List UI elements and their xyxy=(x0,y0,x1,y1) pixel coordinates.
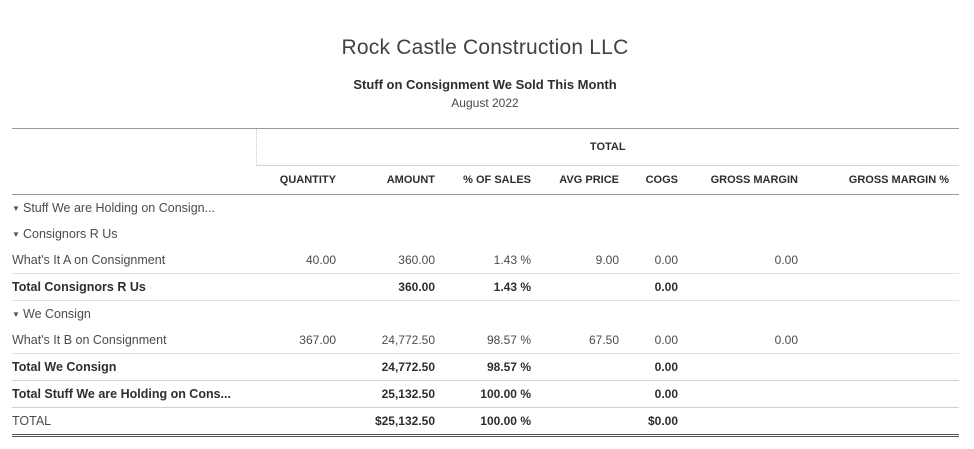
table-row: ▼ Consignors R Us xyxy=(12,221,959,247)
table-row: ▼ Stuff We are Holding on Consign... xyxy=(12,195,959,222)
table-row-grand-total: TOTAL $25,132.50 100.00 % $0.00 xyxy=(12,407,959,437)
table-row-subtotal: Total Stuff We are Holding on Cons... 25… xyxy=(12,380,959,408)
row-label[interactable]: What's It B on Consignment xyxy=(12,333,167,347)
cell-gross-margin-pct xyxy=(808,327,959,354)
cell-gross-margin-pct xyxy=(808,247,959,274)
cell-cogs[interactable]: 0.00 xyxy=(629,353,688,381)
caret-down-icon[interactable]: ▼ xyxy=(12,310,20,319)
total-group-header: TOTAL xyxy=(255,129,959,166)
cell-quantity[interactable]: 40.00 xyxy=(305,253,336,267)
cell-amount[interactable]: 360.00 xyxy=(346,273,445,301)
cell-pct-sales: 98.57 % xyxy=(445,353,541,381)
cell-amount[interactable]: $25,132.50 xyxy=(346,407,445,437)
cell-amount[interactable]: 360.00 xyxy=(398,253,435,267)
report-period: August 2022 xyxy=(451,96,519,110)
cell-amount[interactable]: 24,772.50 xyxy=(381,333,435,347)
cell-pct-sales: 98.57 % xyxy=(486,333,531,347)
cell-gross-margin: 0.00 xyxy=(774,333,798,347)
cell-pct-sales: 100.00 % xyxy=(445,380,541,408)
col-avg-price[interactable]: AVG PRICE xyxy=(541,165,629,195)
row-label: Total We Consign xyxy=(12,353,256,381)
company-name: Rock Castle Construction LLC xyxy=(341,36,629,59)
cell-cogs[interactable]: 0.00 xyxy=(654,253,678,267)
table-row: What's It A on Consignment 40.00 360.00 … xyxy=(12,247,959,274)
row-label[interactable]: What's It A on Consignment xyxy=(12,253,166,267)
cell-cogs[interactable]: 0.00 xyxy=(629,273,688,301)
cell-pct-sales: 1.43 % xyxy=(445,273,541,301)
report-table: TOTAL QUANTITY AMOUNT % OF SALES AVG PRI… xyxy=(12,128,959,437)
report-title: Stuff on Consignment We Sold This Month xyxy=(353,77,617,92)
row-label[interactable]: ▼ We Consign xyxy=(12,300,256,327)
row-label: Total Consignors R Us xyxy=(12,273,256,301)
caret-down-icon[interactable]: ▼ xyxy=(12,230,20,239)
col-gross-margin[interactable]: GROSS MARGIN xyxy=(688,165,808,195)
row-label: TOTAL xyxy=(12,407,256,437)
cell-pct-sales: 100.00 % xyxy=(445,407,541,437)
caret-down-icon[interactable]: ▼ xyxy=(12,204,20,213)
cell-avg-price: 67.50 xyxy=(588,333,619,347)
cell-cogs[interactable]: 0.00 xyxy=(654,333,678,347)
col-gross-margin-pct[interactable]: GROSS MARGIN % xyxy=(808,165,959,195)
table-row: ▼ We Consign xyxy=(12,300,959,327)
cell-pct-sales: 1.43 % xyxy=(493,253,531,267)
cell-cogs[interactable]: $0.00 xyxy=(629,407,688,437)
cell-amount[interactable]: 24,772.50 xyxy=(346,353,445,381)
col-amount[interactable]: AMOUNT xyxy=(346,165,445,195)
table-row-subtotal: Total We Consign 24,772.50 98.57 % 0.00 xyxy=(12,353,959,381)
col-quantity[interactable]: QUANTITY xyxy=(256,165,346,195)
col-pct-sales[interactable]: % OF SALES xyxy=(445,165,541,195)
table-row: What's It B on Consignment 367.00 24,772… xyxy=(12,327,959,354)
cell-cogs[interactable]: 0.00 xyxy=(629,380,688,408)
cell-amount[interactable]: 25,132.50 xyxy=(346,380,445,408)
row-label[interactable]: ▼ Consignors R Us xyxy=(12,227,118,241)
col-cogs[interactable]: COGS xyxy=(629,165,688,195)
row-label[interactable]: ▼ Stuff We are Holding on Consign... xyxy=(12,201,216,215)
cell-avg-price: 9.00 xyxy=(595,253,619,267)
column-header-row: QUANTITY AMOUNT % OF SALES AVG PRICE COG… xyxy=(12,165,959,195)
table-row-subtotal: Total Consignors R Us 360.00 1.43 % 0.00 xyxy=(12,273,959,301)
cell-gross-margin: 0.00 xyxy=(774,253,798,267)
cell-quantity[interactable]: 367.00 xyxy=(299,333,336,347)
group-header-row: TOTAL xyxy=(12,129,959,166)
row-label: Total Stuff We are Holding on Cons... xyxy=(12,380,256,408)
